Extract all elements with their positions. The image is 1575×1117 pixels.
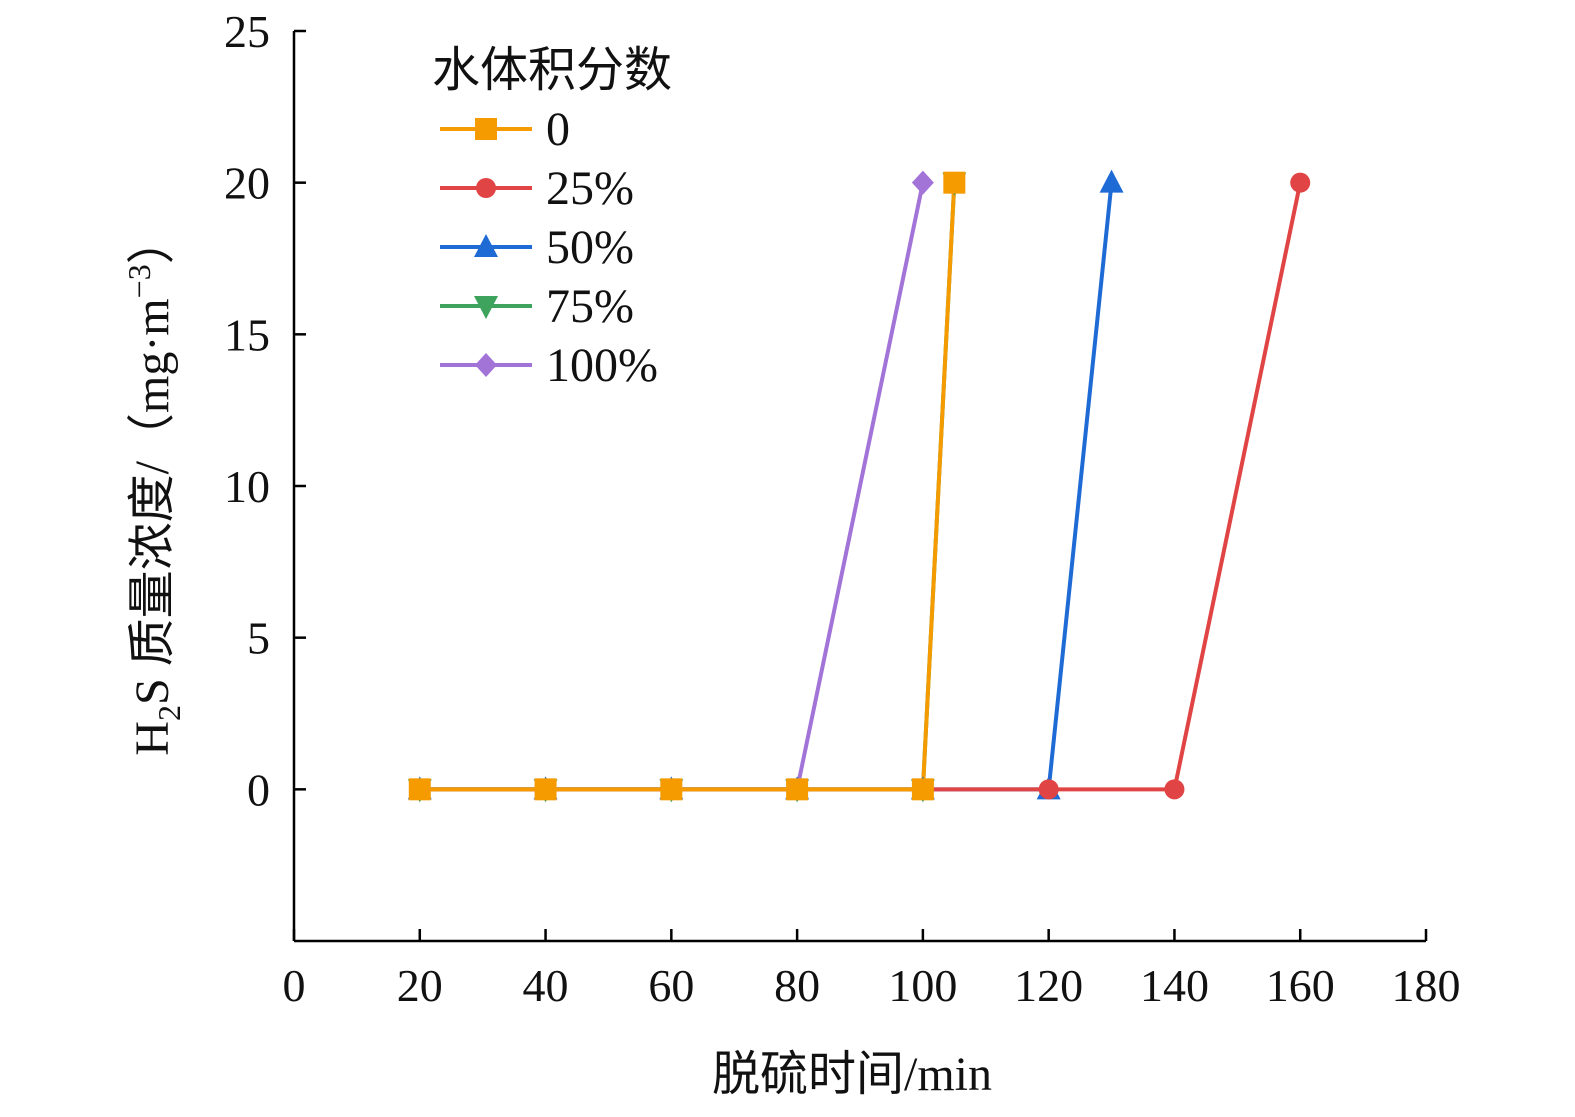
- data-point-diamond: [475, 353, 497, 377]
- x-tick-label: 180: [1392, 960, 1461, 1011]
- y-tick-label: 0: [247, 764, 270, 815]
- y-tick-label: 5: [247, 613, 270, 664]
- data-point-square: [660, 778, 683, 801]
- data-point-triangle-up: [1099, 169, 1124, 193]
- x-tick-label: 120: [1014, 960, 1083, 1011]
- data-point-square: [408, 778, 431, 801]
- y-tick-label: 15: [224, 309, 270, 360]
- legend-label: 100%: [546, 339, 658, 392]
- x-tick-label: 0: [283, 960, 306, 1011]
- y-tick-label: 10: [224, 461, 270, 512]
- x-tick-label: 20: [397, 960, 443, 1011]
- legend-item: 100%: [440, 339, 658, 392]
- legend-item: 25%: [440, 162, 634, 215]
- x-tick-label: 80: [774, 960, 820, 1011]
- x-axis-title: 脱硫时间/min: [712, 1048, 992, 1101]
- ticks: 0 20 40 60 80 100 120 140 160 180 0 5 10 15 20 25: [224, 6, 1461, 1011]
- legend-label: 50%: [546, 221, 634, 274]
- data-point-square: [943, 171, 966, 194]
- legend-item: 75%: [440, 280, 634, 333]
- legend-label: 0: [546, 103, 570, 156]
- series-line: [419, 182, 925, 792]
- x-tick-label: 40: [523, 960, 569, 1011]
- x-tick-label: 160: [1266, 960, 1335, 1011]
- y-axis-title: H2S 质量浓度/（mg·m−3）: [121, 216, 187, 755]
- legend: 水体积分数 0 25% 50% 75% 100%: [432, 44, 672, 392]
- x-tick-label: 100: [888, 960, 957, 1011]
- y-axis-title-superscript: −3: [121, 264, 157, 298]
- legend-item: 0: [440, 103, 570, 156]
- y-tick-label: 25: [224, 6, 270, 57]
- series-markers: [407, 169, 1311, 803]
- y-axis-title-prefix: H: [126, 721, 179, 756]
- legend-items: 0 25% 50% 75% 100%: [440, 103, 658, 392]
- y-axis-title-suffix: ）: [126, 216, 179, 264]
- series-line: [419, 182, 957, 792]
- legend-title: 水体积分数: [432, 44, 672, 97]
- data-point-square: [911, 778, 934, 801]
- series-line: [419, 182, 1114, 792]
- series-line: [419, 182, 957, 792]
- y-tick-label: 20: [224, 158, 270, 209]
- data-point-circle: [1164, 779, 1185, 800]
- data-point-diamond: [911, 170, 934, 195]
- legend-item: 50%: [440, 221, 634, 274]
- x-tick-label: 140: [1140, 960, 1209, 1011]
- y-axis-title-subscript: 2: [151, 705, 187, 721]
- legend-label: 75%: [546, 280, 634, 333]
- x-tick-label: 60: [648, 960, 694, 1011]
- legend-label: 25%: [546, 162, 634, 215]
- data-point-square: [534, 778, 557, 801]
- data-point-square: [786, 778, 809, 801]
- data-point-triangle-up: [474, 234, 498, 257]
- data-point-square: [475, 118, 497, 140]
- y-axis-title-middle: S 质量浓度/（mg·m: [126, 298, 179, 705]
- data-point-circle: [1038, 779, 1059, 800]
- data-point-circle: [1290, 172, 1311, 193]
- data-point-triangle-down: [474, 296, 498, 319]
- data-point-circle: [476, 178, 496, 198]
